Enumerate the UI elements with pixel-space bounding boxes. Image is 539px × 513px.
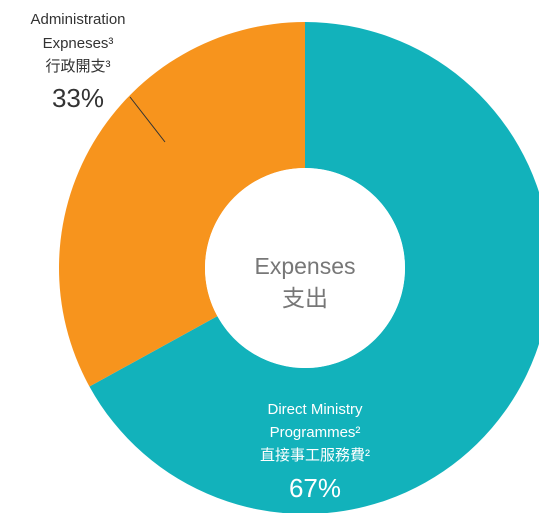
center-label: 支出 — [282, 285, 328, 311]
slice — [59, 22, 305, 387]
slice-label: Administration — [30, 11, 125, 28]
slice-label: Expneses³ — [43, 35, 114, 52]
slice-label: Direct Ministry — [267, 401, 363, 418]
slice-label: 行政開支³ — [46, 58, 111, 75]
leader-line — [129, 96, 166, 143]
value-label: 33% — [52, 83, 104, 113]
slice-label: 直接事工服務費² — [260, 447, 370, 464]
center-label: Expenses — [254, 253, 355, 279]
value-label: 67% — [289, 473, 341, 503]
slice-label: Programmes² — [270, 424, 361, 441]
slice — [89, 22, 539, 513]
donut-hole — [205, 168, 405, 368]
